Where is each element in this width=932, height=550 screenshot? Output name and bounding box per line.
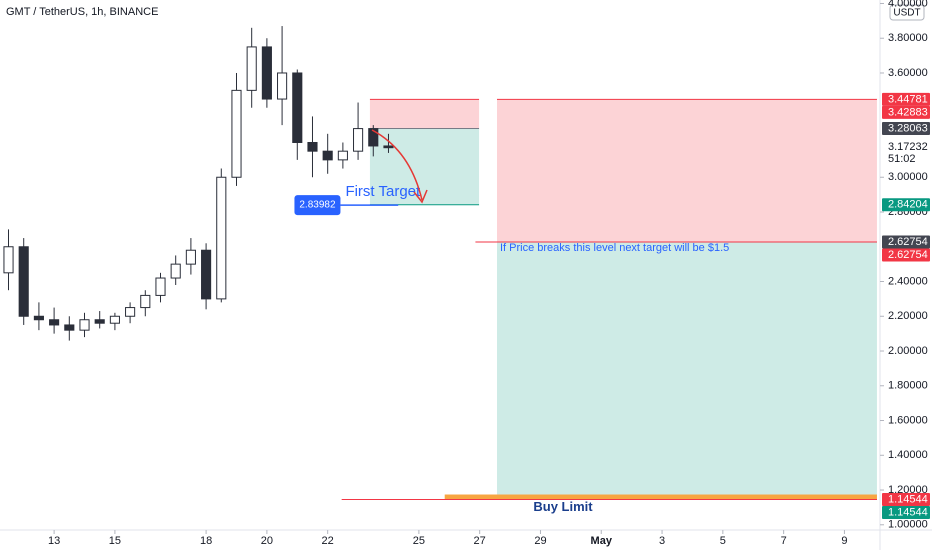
x-tick-label: 7 (781, 535, 787, 547)
candle-body (368, 128, 379, 147)
price-tag (882, 105, 930, 119)
candle-body (125, 307, 136, 317)
candle-body (64, 324, 75, 331)
candle-body (140, 294, 151, 309)
y-tick-label: 1.40000 (888, 449, 928, 461)
price-tag-label: 3.17232 (888, 141, 928, 153)
candle-body (201, 249, 212, 300)
x-tick-label: 22 (322, 535, 334, 547)
target-value: 2.83982 (299, 200, 336, 211)
x-tick-label: 18 (200, 535, 212, 547)
y-tick-label: 1.60000 (888, 414, 928, 426)
candle-body (277, 72, 288, 100)
price-tag (882, 92, 930, 106)
price-tag (882, 140, 930, 154)
candle-body (109, 315, 120, 324)
candle-body (322, 150, 333, 161)
arrow (371, 129, 423, 201)
price-tag (882, 493, 930, 507)
y-tick-label: 1.80000 (888, 380, 928, 392)
candle-body (231, 89, 242, 178)
y-tick-label: 2.20000 (888, 310, 928, 322)
price-tag-label: 3.28063 (888, 122, 928, 134)
x-tick-label: 20 (261, 535, 273, 547)
candle-body (155, 277, 166, 296)
arrow-head (413, 189, 428, 204)
plot-area: If Price breaks this level next target w… (3, 26, 877, 514)
price-tag-label: 1.14544 (888, 493, 928, 505)
target-value-box (294, 195, 341, 216)
price-tag-label: 2.62754 (888, 249, 928, 261)
candle-body (3, 246, 14, 274)
y-tick-label: 2.40000 (888, 275, 928, 287)
candle-body (49, 319, 60, 326)
candle-body (307, 141, 318, 152)
price-tag-label: 3.42883 (888, 106, 928, 118)
y-tick-label: 3.80000 (888, 32, 928, 44)
x-tick-label: 9 (841, 535, 847, 547)
candle-body (261, 46, 272, 100)
price-tag-label: 2.84204 (888, 199, 928, 211)
x-tick-label: 3 (659, 535, 665, 547)
x-tick-label: 15 (109, 535, 121, 547)
stop-zone (496, 99, 877, 242)
x-tick-label: 13 (48, 535, 60, 547)
candle-body (216, 176, 227, 300)
candle-body (246, 46, 257, 91)
y-tick-label: 3.00000 (888, 171, 928, 183)
chart-title: GMT / TetherUS, 1h, BINANCE (6, 6, 158, 18)
candle-body (79, 319, 90, 331)
price-tag (882, 248, 930, 262)
candle-body (94, 319, 105, 324)
currency-box (889, 4, 925, 21)
target-label: First Target (345, 183, 421, 200)
price-tag (882, 198, 930, 212)
candle-body (292, 72, 303, 143)
currency: USDT (893, 8, 920, 19)
x-tick-label: 27 (474, 535, 486, 547)
candle-body (33, 315, 44, 321)
target-zone (496, 241, 877, 500)
candle-body (337, 150, 348, 161)
y-tick-label: 1.20000 (888, 484, 928, 496)
candle-body (383, 145, 394, 149)
price-tag (882, 235, 930, 249)
level-note: If Price breaks this level next target w… (500, 242, 729, 254)
candle-body (353, 128, 364, 152)
x-tick-label: 25 (413, 535, 425, 547)
y-tick-label: 2.00000 (888, 345, 928, 357)
candle-body (185, 249, 196, 265)
y-tick-label: 4.00000 (888, 0, 928, 9)
stop-zone (369, 99, 480, 129)
x-tick-label: May (591, 535, 613, 547)
x-tick-label: 5 (720, 535, 726, 547)
countdown: 51:02 (888, 153, 916, 165)
x-tick-label: 29 (534, 535, 546, 547)
y-tick-label: 1.00000 (888, 519, 928, 531)
level-note: Buy Limit (533, 499, 593, 514)
y-tick-label: 3.60000 (888, 67, 928, 79)
price-tag (882, 506, 930, 520)
candle-body (18, 246, 29, 317)
candle-body (170, 263, 181, 279)
price-tag-label: 1.14544 (888, 506, 928, 518)
limit-band (444, 494, 877, 500)
price-tag-label: 2.62754 (888, 236, 928, 248)
price-tag-label: 3.44781 (888, 93, 928, 105)
price-tag (882, 121, 930, 135)
